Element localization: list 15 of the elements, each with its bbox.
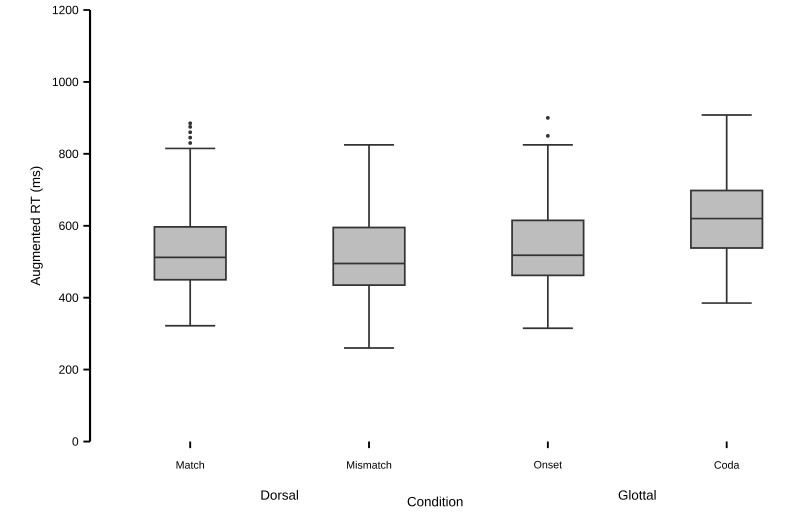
y-tick-label: 1000 [52, 78, 78, 86]
x-axis-title: Condition [408, 496, 462, 507]
x-tick-label: Match [176, 461, 204, 469]
y-axis-title: Augmented RT (ms) [30, 166, 43, 286]
x-tick-label: Coda [714, 461, 740, 469]
y-tick-label: 400 [58, 294, 78, 302]
y-tick-label: 0 [72, 437, 78, 446]
y-tick-label: 600 [59, 222, 78, 230]
x-tick-label: Onset [534, 461, 562, 469]
y-tick-label: 200 [59, 366, 78, 374]
y-tick-label: 800 [59, 150, 78, 158]
y-tick-label: 1200 [52, 6, 78, 14]
text: Dorsal [261, 490, 298, 500]
text: Glottal [618, 490, 656, 500]
x-tick-label: Mismatch [347, 461, 392, 469]
